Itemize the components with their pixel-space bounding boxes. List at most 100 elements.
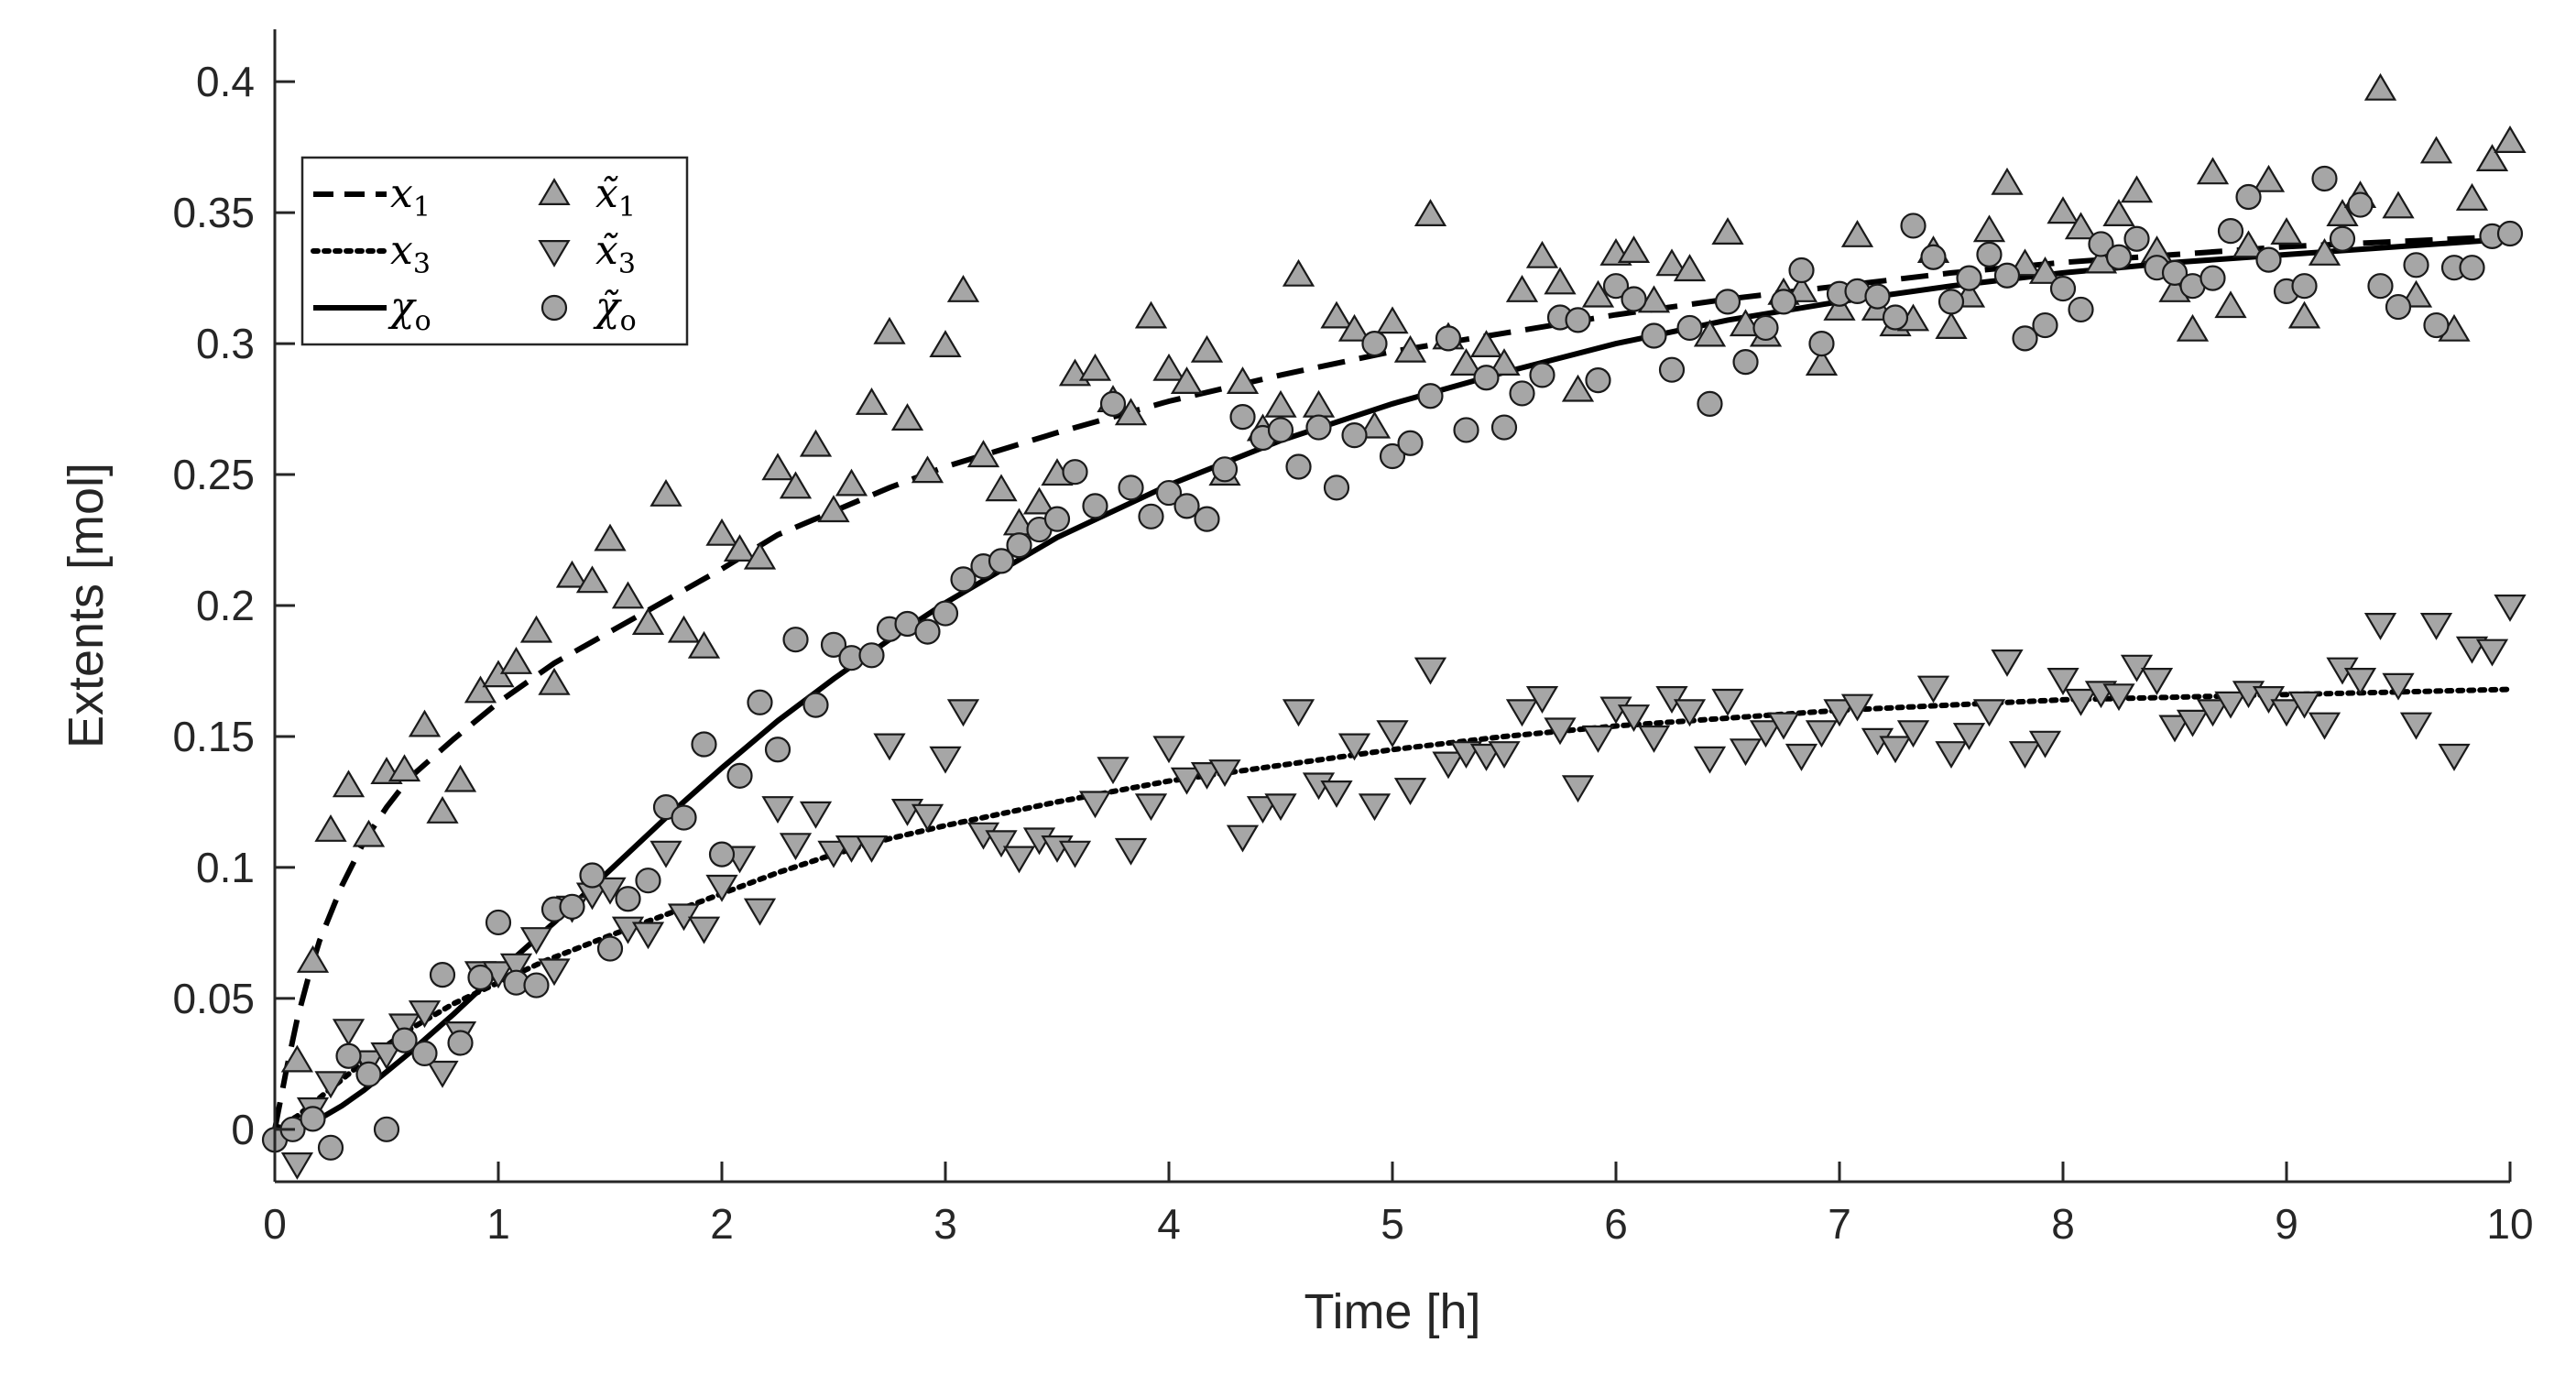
data-point-x3_tilde [2308, 712, 2341, 740]
data-point-chi_o_tilde [2199, 265, 2226, 291]
data-point-x3_tilde [855, 835, 889, 863]
data-point-x1_tilde [873, 316, 906, 344]
data-point-x3_tilde [1078, 791, 1112, 819]
data-point-x3_tilde [1058, 840, 1092, 868]
data-point-chi_o_tilde [1602, 273, 1630, 300]
y-tick-label: 0.2 [196, 582, 255, 629]
data-point-x3_tilde [1896, 720, 1930, 748]
data-point-chi_o_tilde [1267, 417, 1294, 443]
data-point-x3_tilde [1190, 761, 1224, 790]
data-point-x1_tilde [2494, 126, 2527, 153]
data-point-x3_tilde [1785, 743, 1818, 771]
data-point-x3_tilde [1823, 699, 1856, 727]
x-tick-label: 4 [1157, 1200, 1181, 1248]
data-point-x1_tilde [2047, 196, 2079, 224]
data-point-x1_tilde [2419, 136, 2453, 164]
data-point-chi_o_tilde [1920, 244, 1947, 270]
data-point-x3_tilde [1729, 738, 1763, 767]
data-point-x1_tilde [705, 518, 738, 546]
data-point-x3_tilde [499, 953, 533, 981]
plot-markers [261, 72, 2527, 1180]
data-point-x3_tilde [538, 958, 571, 987]
data-point-x1_tilde [1972, 214, 2006, 243]
data-point-x3_tilde [1805, 720, 1839, 748]
data-point-chi_o_tilde [1155, 479, 1183, 507]
data-point-x3_tilde [2196, 699, 2230, 727]
data-point-x3_tilde [2176, 709, 2210, 737]
data-point-x1_tilde [1711, 217, 1744, 245]
data-point-x1_tilde [2232, 230, 2265, 258]
data-point-chi_o_tilde [691, 731, 717, 758]
data-point-chi_o_tilde [1099, 390, 1127, 417]
data-point-chi_o_tilde [2291, 273, 2318, 300]
data-point-x3_tilde [1972, 699, 2006, 727]
data-point-x1_tilde [929, 330, 962, 357]
data-point-chi_o_tilde [335, 1042, 362, 1069]
data-point-x3_tilde [1002, 846, 1036, 874]
data-point-chi_o_tilde [671, 804, 697, 831]
data-point-x3_tilde [2343, 667, 2377, 695]
data-point-x1_tilde [1302, 389, 1336, 418]
data-point-x3_tilde [1505, 699, 1539, 727]
data-point-chi_o_tilde [2032, 311, 2058, 339]
data-point-x1_tilde [1264, 389, 1297, 418]
data-point-x3_tilde [649, 840, 682, 868]
data-point-x1_tilde [1991, 167, 2024, 195]
data-point-x1_tilde [1134, 300, 1168, 329]
legend-label-x1: x1 [390, 170, 431, 224]
data-point-chi_o_tilde [932, 600, 959, 627]
data-point-chi_o_tilde [1285, 453, 1312, 480]
data-point-chi_o_tilde [1397, 430, 1424, 456]
data-point-chi_o_tilde [1473, 365, 1500, 391]
data-point-x1_tilde [1170, 366, 1204, 394]
data-point-x3_tilde [799, 801, 833, 829]
y-tick-label: 0 [231, 1106, 255, 1153]
data-point-chi_o_tilde [317, 1134, 344, 1161]
data-point-chi_o_tilde [2105, 244, 2133, 270]
data-point-x1_tilde [1544, 267, 1577, 295]
data-point-x1_tilde [2120, 175, 2154, 203]
data-point-x1_tilde [1805, 348, 1839, 376]
data-point-chi_o_tilde [1976, 241, 2003, 267]
data-point-x3_tilde [2475, 638, 2509, 667]
data-point-x1_tilde [464, 675, 497, 704]
data-point-x1_tilde [649, 479, 682, 507]
data-point-chi_o_tilde [726, 762, 753, 789]
data-point-x1_tilde [1673, 254, 1707, 282]
x-axis-label: Time [h] [1304, 1284, 1480, 1339]
data-point-x3_tilde [2399, 712, 2433, 740]
data-point-x3_tilde [1134, 793, 1168, 822]
data-point-x1_tilde [538, 667, 571, 695]
y-tick-label: 0.05 [172, 975, 255, 1022]
data-point-x3_tilde [2287, 691, 2321, 719]
data-point-chi_o_tilde [1565, 307, 1591, 333]
data-point-chi_o_tilde [1956, 265, 1982, 291]
data-point-x3_tilde [1617, 704, 1651, 732]
data-point-chi_o_tilde [914, 618, 941, 645]
data-point-x1_tilde [2028, 256, 2062, 284]
data-point-chi_o_tilde [2496, 220, 2524, 247]
data-point-x3_tilde [1414, 657, 1447, 685]
data-point-x1_tilde [1525, 240, 1559, 268]
data-point-x1_tilde [2064, 212, 2098, 240]
data-point-x3_tilde [1337, 733, 1371, 761]
data-point-chi_o_tilde [2068, 296, 2094, 323]
data-point-x3_tilde [779, 833, 813, 861]
data-point-x1_tilde [2214, 290, 2247, 319]
data-point-chi_o_tilde [2385, 293, 2412, 321]
data-point-chi_o_tilde [1752, 314, 1779, 342]
axes: 0 1 2 3 4 5 6 7 8 9 10 00.050.10.150.20.250.30.350… [172, 29, 2534, 1248]
data-point-chi_o_tilde [485, 909, 512, 936]
data-point-x1_tilde [687, 630, 721, 659]
data-point-x3_tilde [1581, 725, 1615, 753]
data-point-x3_tilde [594, 877, 627, 905]
data-point-x1_tilde [631, 607, 665, 636]
data-point-chi_o_tilde [950, 566, 977, 593]
data-point-chi_o_tilde [988, 548, 1015, 574]
data-point-chi_o_tilde [429, 962, 456, 988]
data-point-x3_tilde [1358, 793, 1392, 822]
legend-label-chi_o_tilde: χ̃o [593, 284, 637, 337]
data-point-chi_o_tilde [615, 886, 641, 912]
data-point-x1_tilde [1935, 311, 1968, 339]
x-tick-label: 3 [933, 1200, 957, 1248]
